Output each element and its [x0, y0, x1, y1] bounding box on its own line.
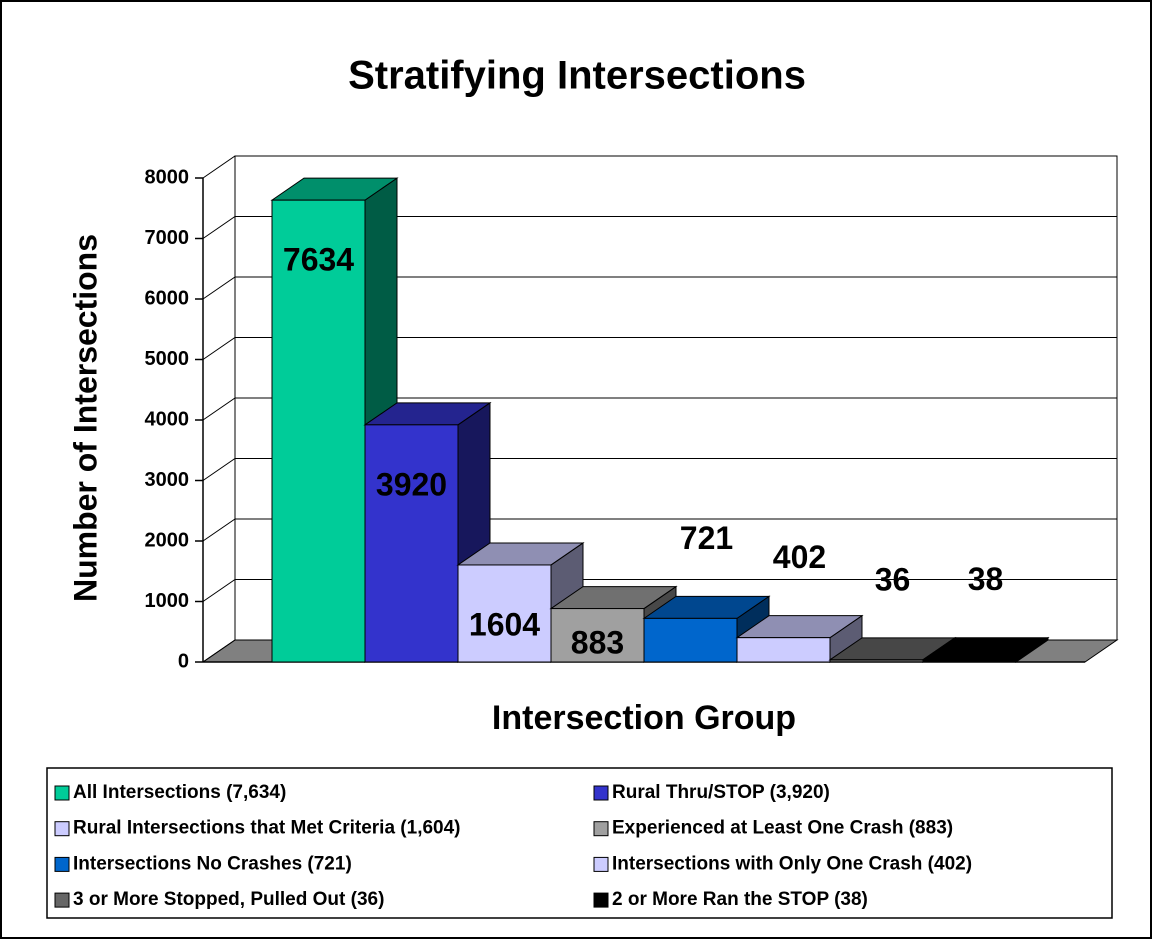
bar	[829, 659, 924, 663]
grid-line	[202, 458, 1117, 481]
y-axis-label: Number of Intersections	[67, 234, 103, 602]
legend-swatch	[54, 821, 70, 837]
grid-line	[202, 276, 1117, 300]
legend-swatch	[54, 856, 70, 872]
legend-label: Rural Intersections that Met Criteria (1…	[73, 818, 461, 839]
grid-line	[202, 216, 1117, 239]
legend-label: Intersections No Crashes (721)	[73, 853, 352, 874]
y-tick-label: 2000	[145, 529, 190, 551]
x-axis-label: Intersection Group	[492, 699, 796, 737]
y-tick-label: 6000	[145, 287, 190, 309]
legend-swatch	[593, 856, 609, 872]
data-label: 883	[571, 624, 624, 660]
legend	[46, 767, 1113, 919]
data-label: 721	[680, 520, 733, 556]
legend-label: All Intersections (7,634)	[73, 782, 286, 803]
bar	[550, 608, 645, 663]
y-tick-label: 3000	[145, 469, 190, 491]
legend-label: Intersections with Only One Crash (402)	[612, 853, 972, 874]
y-tick-label: 8000	[145, 166, 190, 188]
bar	[271, 199, 366, 663]
y-tick-label: 1000	[145, 590, 190, 612]
y-tick-label: 4000	[145, 408, 190, 430]
y-tick-label: 5000	[145, 348, 190, 370]
data-label: 36	[875, 561, 911, 597]
legend-label: 2 or More Ran the STOP (38)	[612, 889, 868, 910]
y-tick-label: 0	[178, 650, 189, 672]
legend-swatch	[54, 785, 70, 801]
data-label: 1604	[469, 606, 540, 642]
grid-line	[202, 579, 1117, 602]
bar	[457, 564, 552, 663]
grid-line	[202, 397, 1117, 421]
legend-swatch	[593, 821, 609, 837]
legend-label: Experienced at Least One Crash (883)	[612, 818, 953, 839]
legend-label: 3 or More Stopped, Pulled Out (36)	[73, 889, 384, 910]
legend-swatch	[593, 892, 609, 908]
legend-swatch	[54, 892, 70, 908]
grid-line	[202, 337, 1117, 360]
grid-line	[202, 155, 1117, 179]
bar	[643, 617, 738, 663]
bar	[364, 424, 459, 663]
legend-label: Rural Thru/STOP (3,920)	[612, 782, 830, 803]
y-tick-label: 7000	[145, 227, 190, 249]
grid-line	[202, 518, 1117, 542]
data-label: 402	[773, 539, 826, 575]
data-label: 3920	[376, 466, 447, 502]
chart-title: Stratifying Intersections	[348, 54, 806, 98]
data-label: 7634	[283, 242, 354, 278]
data-label: 38	[968, 561, 1004, 597]
legend-swatch	[593, 785, 609, 801]
bar	[922, 659, 1017, 663]
bar	[736, 637, 831, 663]
